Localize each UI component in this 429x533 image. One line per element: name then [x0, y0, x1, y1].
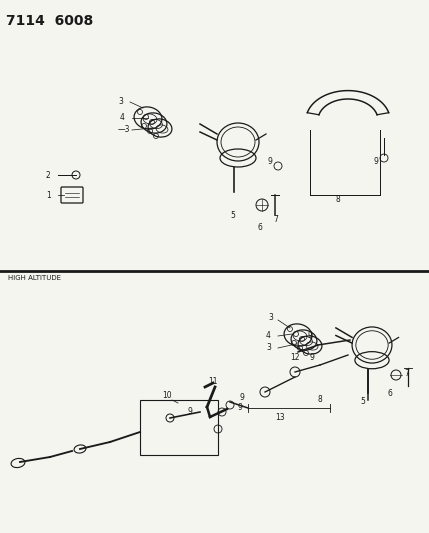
Text: HIGH ALTITUDE: HIGH ALTITUDE: [8, 275, 61, 281]
Text: 9: 9: [238, 403, 243, 413]
Text: 2: 2: [46, 171, 51, 180]
Bar: [140, 400, 218, 455]
Text: 9: 9: [310, 353, 315, 362]
Text: 11: 11: [208, 377, 218, 386]
Text: 8: 8: [318, 395, 323, 405]
Text: 3: 3: [268, 313, 273, 322]
Text: 4: 4: [120, 114, 125, 123]
Text: 9: 9: [374, 157, 379, 166]
Text: 10: 10: [162, 392, 172, 400]
Text: 7114  6008: 7114 6008: [6, 14, 93, 28]
Text: 9: 9: [308, 332, 313, 341]
Text: 9: 9: [240, 393, 245, 402]
Text: 9: 9: [188, 408, 193, 416]
Text: 8: 8: [336, 196, 341, 205]
Text: —3: —3: [118, 125, 130, 134]
Text: 12: 12: [290, 353, 299, 362]
Text: 7: 7: [404, 369, 409, 378]
Text: 9: 9: [268, 157, 273, 166]
Text: 1: 1: [46, 190, 51, 199]
Text: 3: 3: [266, 343, 271, 352]
Text: 5: 5: [230, 211, 235, 220]
Text: 3: 3: [118, 98, 123, 107]
Text: 4: 4: [266, 330, 271, 340]
Text: 5: 5: [360, 398, 365, 407]
Text: 7: 7: [273, 215, 278, 224]
Text: 6: 6: [388, 390, 393, 399]
Text: 6: 6: [258, 223, 263, 232]
Text: 13: 13: [275, 414, 284, 423]
